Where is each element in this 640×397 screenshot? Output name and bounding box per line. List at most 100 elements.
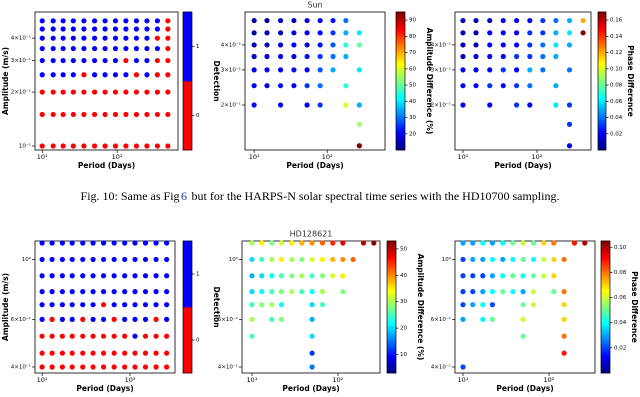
colorbar-segment	[396, 48, 405, 52]
data-point	[132, 333, 138, 339]
colorbar-segment	[601, 271, 610, 275]
data-point	[39, 302, 45, 308]
data-point	[123, 18, 129, 24]
data-point	[153, 256, 159, 263]
colorbar-segment	[183, 85, 192, 89]
colorbar-segment	[601, 249, 610, 253]
colorbar-segment	[396, 124, 405, 128]
colorbar-label: Amplitude Difference (%)	[416, 254, 425, 361]
data-point	[291, 17, 297, 24]
colorbar-segment	[387, 251, 396, 255]
data-point	[319, 289, 326, 295]
data-point	[132, 316, 138, 322]
data-point	[249, 316, 255, 322]
colorbar-segment	[601, 260, 610, 264]
data-point	[142, 316, 149, 322]
colorbar-segment	[387, 278, 396, 281]
data-point	[112, 45, 119, 52]
colorbar-tick-label: 0.04	[610, 115, 623, 121]
colorbar-segment	[601, 335, 610, 339]
colorbar-frame	[182, 11, 193, 151]
data-point	[81, 89, 87, 95]
data-point	[122, 302, 128, 308]
colorbar-tick-label: 0.04	[614, 320, 627, 326]
colorbar-segment	[598, 80, 606, 84]
y-tick-label: 6×10⁻¹	[431, 316, 451, 323]
data-point	[122, 333, 128, 339]
colorbar-segment	[183, 46, 192, 50]
colorbar-segment	[601, 251, 610, 255]
colorbar-segment	[183, 271, 192, 275]
data-point	[470, 289, 476, 295]
data-point	[100, 350, 107, 356]
colorbar-segment	[598, 133, 606, 137]
colorbar-segment	[183, 16, 192, 20]
figure-reference[interactable]: 6	[181, 189, 188, 203]
colorbar-segment	[387, 348, 396, 352]
data-point	[582, 240, 588, 246]
data-point	[520, 333, 526, 339]
data-point	[100, 316, 107, 322]
colorbar-segment	[183, 138, 192, 142]
data-point	[317, 17, 323, 24]
data-point	[460, 42, 466, 48]
colorbar-segment	[387, 344, 396, 347]
data-point	[553, 42, 559, 48]
colorbar-segment	[387, 324, 396, 328]
data-point	[520, 256, 526, 263]
data-point	[309, 302, 315, 308]
data-point	[70, 57, 76, 64]
data-point	[80, 364, 86, 370]
colorbar-segment	[387, 352, 396, 356]
colorbar-segment	[183, 313, 192, 317]
colorbar-segment	[183, 304, 192, 308]
data-point	[460, 256, 466, 263]
colorbar-segment	[183, 322, 192, 325]
y-tick-label: 4×10⁻¹	[218, 363, 238, 370]
data-point	[60, 26, 66, 32]
colorbar-segment	[183, 129, 192, 132]
colorbar-segment	[598, 103, 606, 107]
data-point	[39, 111, 45, 118]
colorbar-tick-label: 0.08	[614, 270, 627, 276]
colorbar-segment	[396, 30, 405, 33]
data-point	[489, 240, 496, 246]
data-point	[69, 364, 75, 370]
data-point	[350, 256, 356, 263]
data-point	[249, 240, 255, 246]
data-point	[142, 273, 149, 279]
colorbar-segment	[598, 43, 606, 47]
data-point	[122, 289, 128, 295]
colorbar-segment	[183, 62, 192, 66]
data-point	[111, 273, 117, 279]
data-point	[80, 350, 86, 356]
colorbar-segment	[601, 339, 610, 343]
data-point	[91, 26, 98, 32]
colorbar-segment	[598, 34, 606, 38]
data-point	[153, 302, 159, 308]
data-point	[81, 26, 87, 32]
data-point	[513, 67, 520, 73]
data-point	[309, 273, 315, 279]
data-point	[561, 256, 567, 263]
colorbar-segment	[387, 322, 396, 325]
data-point	[330, 17, 336, 24]
colorbar-segment	[598, 110, 606, 114]
x-tick-label: 10²	[532, 153, 543, 161]
data-point	[123, 45, 129, 52]
colorbar-segment	[601, 297, 610, 301]
colorbar-segment	[183, 278, 192, 281]
data-point	[49, 289, 55, 295]
data-point	[39, 45, 45, 52]
data-point	[277, 30, 284, 36]
colorbar-segment	[396, 140, 405, 144]
colorbar-segment	[601, 262, 610, 266]
colorbar-segment	[183, 20, 192, 24]
data-point	[81, 18, 87, 24]
colorbar-tick-label: 50	[409, 83, 416, 89]
colorbar-segment	[183, 55, 192, 59]
colorbar-segment	[183, 108, 192, 112]
colorbar-segment	[598, 55, 606, 59]
data-point	[513, 83, 520, 89]
colorbar-segment	[396, 122, 405, 125]
